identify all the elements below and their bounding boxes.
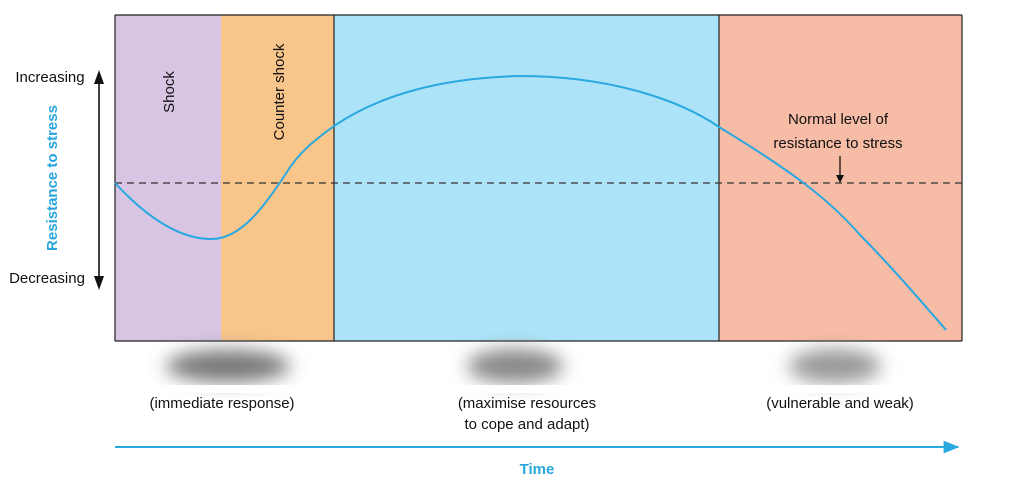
annotation-arrow-head <box>836 175 844 183</box>
stage-caption-resistance-2: to cope and adapt) <box>464 416 589 433</box>
annotation-line-2: resistance to stress <box>773 135 902 152</box>
stage-caption-exhaustion: (vulnerable and weak) <box>766 395 914 412</box>
redacted-blur <box>467 349 563 383</box>
y-axis-arrow-up-head <box>94 70 104 84</box>
redacted-blur <box>789 349 881 383</box>
redacted-blur <box>166 350 290 382</box>
x-axis-title: Time <box>520 461 555 478</box>
phase-label-counter-shock: Counter shock <box>271 43 288 140</box>
phase-panel-counter-shock <box>221 15 334 341</box>
y-axis-bottom-label: Decreasing <box>9 270 85 287</box>
annotation-line-1: Normal level of <box>788 111 889 128</box>
phase-panel-shock <box>115 15 221 341</box>
redacted-mask <box>120 385 1000 393</box>
y-axis-arrow-down-head <box>94 276 104 290</box>
y-axis-top-label: Increasing <box>15 69 84 86</box>
resistance-curve <box>114 74 947 331</box>
phase-label-shock: Shock <box>161 71 178 113</box>
stage-caption-alarm: (immediate response) <box>149 395 294 412</box>
phase-panel-resistance <box>334 15 719 341</box>
y-axis-title: Resistance to stress <box>44 105 61 251</box>
stage-caption-resistance-1: (maximise resources <box>458 395 596 412</box>
